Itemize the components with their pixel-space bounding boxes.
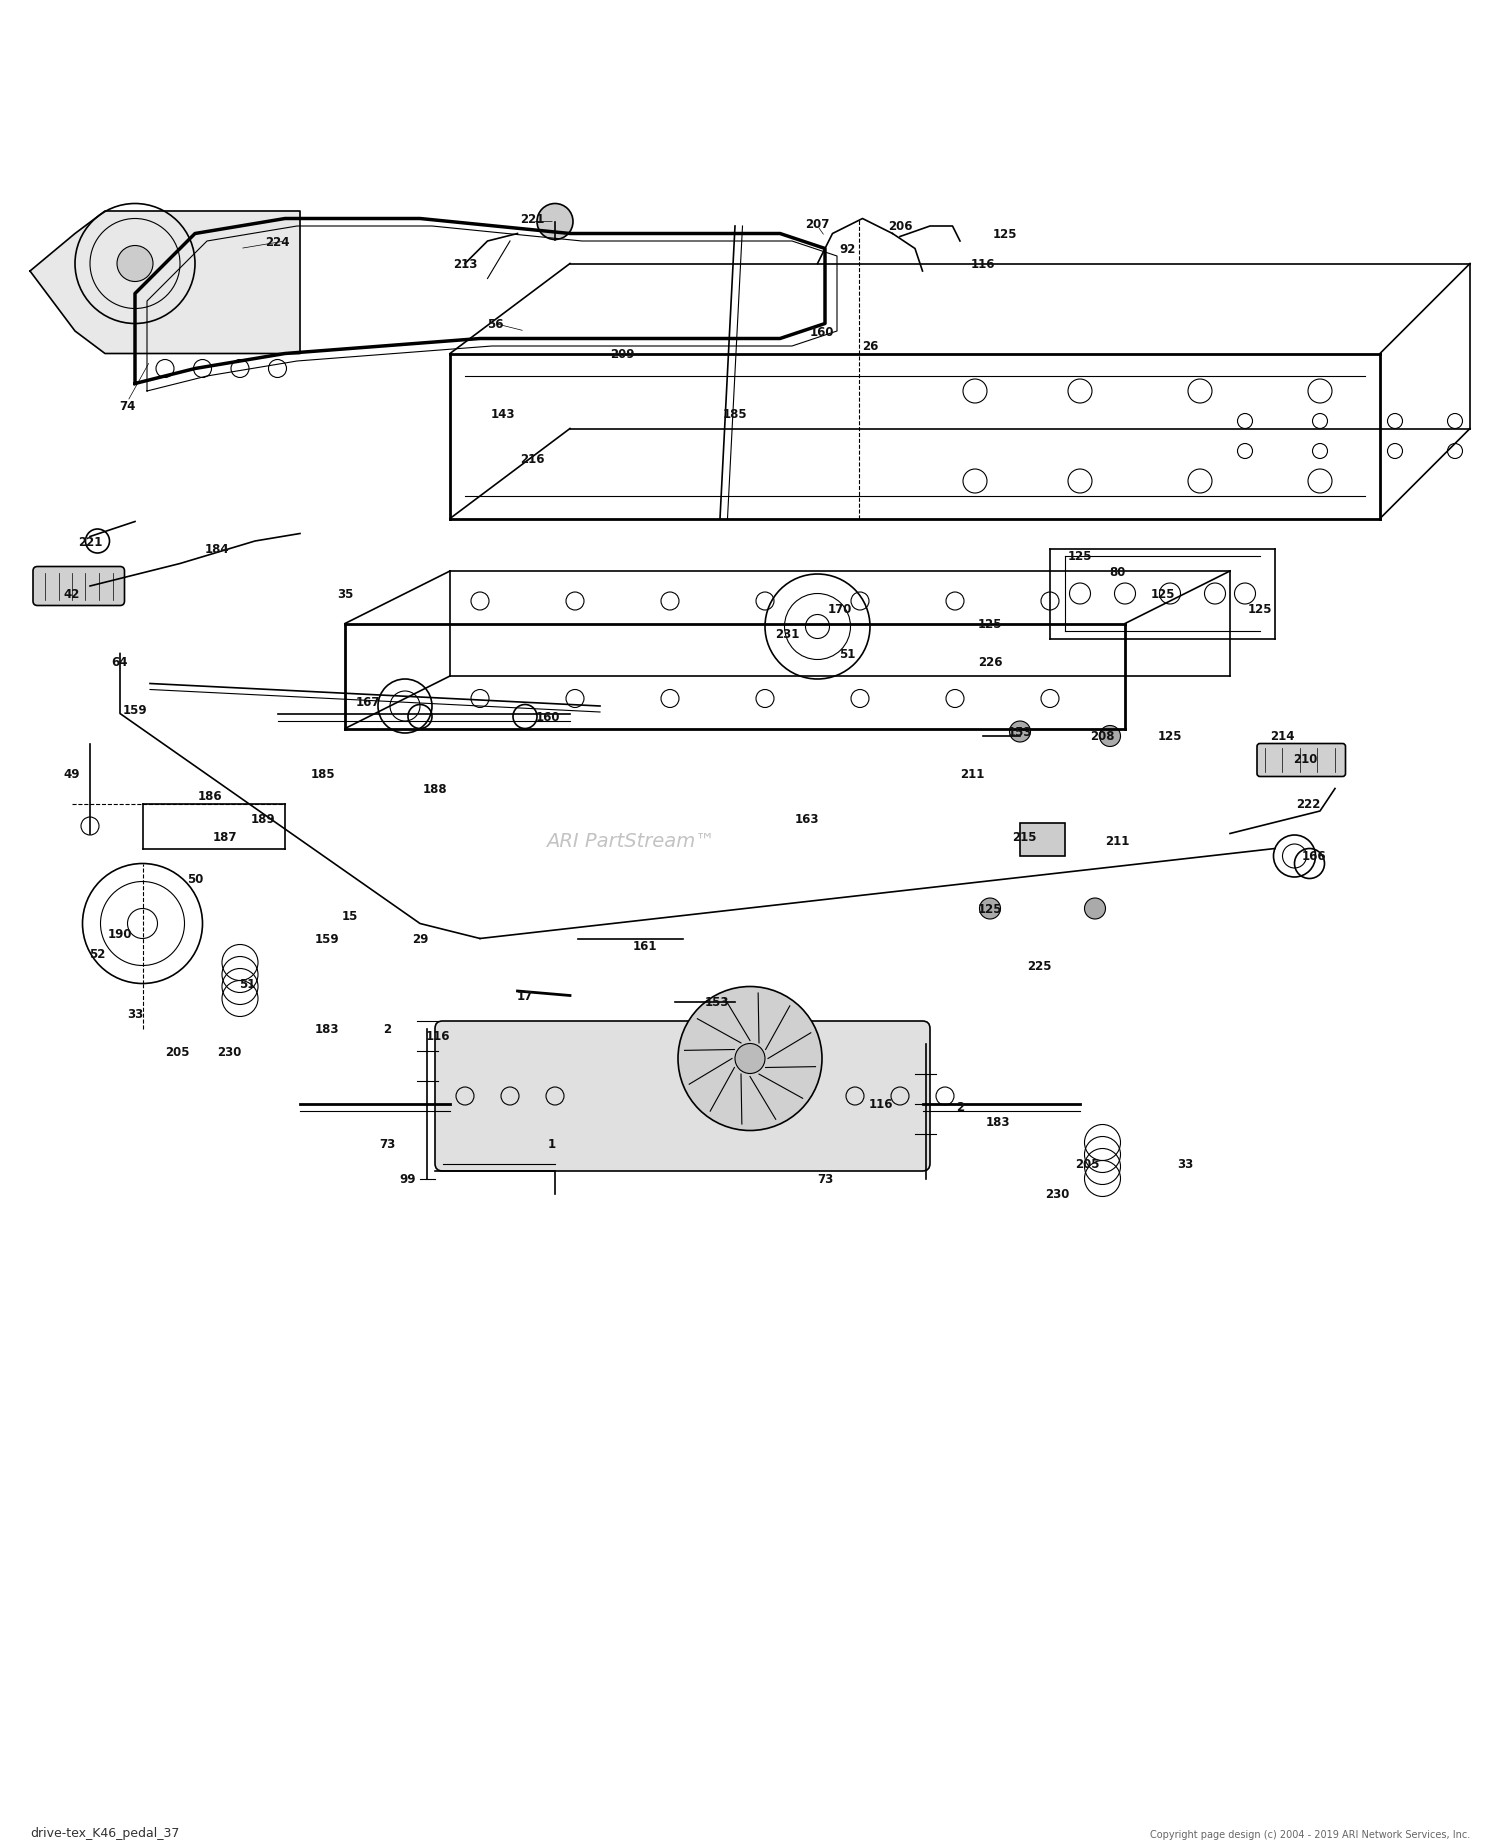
Text: 2: 2	[382, 1022, 392, 1035]
Text: 222: 222	[1296, 798, 1320, 811]
Circle shape	[678, 987, 822, 1131]
Text: 1: 1	[548, 1138, 556, 1151]
Text: 125: 125	[1068, 551, 1092, 564]
Circle shape	[117, 246, 153, 283]
Text: 51: 51	[240, 978, 255, 991]
Text: 225: 225	[1028, 959, 1051, 972]
Text: 206: 206	[888, 220, 912, 233]
Text: 116: 116	[426, 1029, 450, 1042]
Text: 216: 216	[520, 453, 544, 466]
Text: 211: 211	[960, 767, 984, 780]
Text: 56: 56	[486, 318, 502, 331]
Text: 170: 170	[828, 602, 852, 615]
Text: 190: 190	[108, 928, 132, 941]
Text: 208: 208	[1090, 730, 1114, 743]
Text: 189: 189	[251, 813, 274, 826]
Polygon shape	[30, 213, 300, 355]
FancyBboxPatch shape	[33, 567, 125, 606]
Text: 125: 125	[1248, 602, 1272, 615]
Text: 184: 184	[206, 543, 230, 556]
Text: 211: 211	[1106, 835, 1130, 848]
Text: 80: 80	[1110, 565, 1125, 578]
Text: 161: 161	[633, 941, 657, 954]
Text: 35: 35	[338, 588, 352, 601]
Text: ARI PartStream™: ARI PartStream™	[546, 832, 714, 852]
Text: 207: 207	[806, 218, 830, 231]
Circle shape	[1010, 721, 1031, 743]
Text: 143: 143	[490, 408, 514, 421]
Text: 2: 2	[956, 1100, 964, 1112]
FancyBboxPatch shape	[435, 1022, 930, 1172]
Text: 224: 224	[266, 235, 290, 248]
Text: 17: 17	[518, 989, 532, 1002]
Text: 92: 92	[840, 242, 855, 255]
Text: 153: 153	[705, 996, 729, 1009]
Text: 221: 221	[520, 213, 544, 225]
Text: 186: 186	[198, 791, 222, 804]
Text: 33: 33	[1178, 1157, 1192, 1170]
Text: 26: 26	[862, 340, 877, 353]
Text: 188: 188	[423, 782, 447, 796]
Text: drive-tex_K46_pedal_37: drive-tex_K46_pedal_37	[30, 1826, 180, 1839]
Circle shape	[980, 898, 1000, 920]
Text: Copyright page design (c) 2004 - 2019 ARI Network Services, Inc.: Copyright page design (c) 2004 - 2019 AR…	[1149, 1830, 1470, 1839]
Text: 183: 183	[986, 1116, 1010, 1129]
Text: 209: 209	[610, 347, 634, 360]
Text: 226: 226	[978, 656, 1002, 669]
Text: 73: 73	[380, 1138, 394, 1151]
Circle shape	[735, 1044, 765, 1074]
FancyBboxPatch shape	[1257, 745, 1346, 776]
Text: 183: 183	[315, 1022, 339, 1035]
Text: 159: 159	[315, 933, 339, 946]
Circle shape	[1100, 726, 1120, 747]
Bar	[1020, 824, 1065, 856]
Text: 42: 42	[64, 588, 80, 601]
Text: 160: 160	[536, 711, 560, 724]
Text: 153: 153	[1008, 726, 1032, 739]
Text: 125: 125	[978, 617, 1002, 630]
Circle shape	[1084, 898, 1106, 920]
Text: 51: 51	[840, 647, 855, 660]
Text: 74: 74	[120, 401, 135, 414]
Text: 185: 185	[723, 408, 747, 421]
Text: 167: 167	[356, 695, 380, 708]
Text: 230: 230	[217, 1044, 242, 1057]
Text: 116: 116	[970, 259, 994, 272]
Text: 205: 205	[165, 1044, 189, 1057]
Text: 116: 116	[868, 1098, 892, 1111]
Text: 159: 159	[123, 702, 147, 717]
Text: 185: 185	[310, 767, 334, 780]
Text: 221: 221	[78, 536, 102, 549]
Text: 15: 15	[342, 909, 357, 922]
Text: 52: 52	[90, 948, 105, 961]
Text: 33: 33	[128, 1007, 142, 1020]
Text: 163: 163	[795, 813, 819, 826]
Text: 213: 213	[453, 259, 477, 272]
Text: 205: 205	[1076, 1157, 1100, 1170]
Text: 29: 29	[413, 933, 428, 946]
Circle shape	[537, 205, 573, 240]
Text: 231: 231	[776, 628, 800, 641]
Text: 50: 50	[188, 872, 202, 885]
Text: 214: 214	[1270, 730, 1294, 743]
Text: 125: 125	[993, 227, 1017, 240]
Text: 230: 230	[1046, 1188, 1070, 1201]
Text: 125: 125	[978, 902, 1002, 915]
Text: 99: 99	[399, 1172, 417, 1185]
Text: 125: 125	[1150, 588, 1174, 601]
Text: 215: 215	[1013, 830, 1036, 843]
Text: 187: 187	[213, 830, 237, 843]
Text: 166: 166	[1302, 850, 1326, 863]
Text: 73: 73	[818, 1172, 833, 1185]
Text: 64: 64	[111, 656, 128, 669]
Text: 49: 49	[63, 767, 81, 780]
Text: 160: 160	[810, 325, 834, 338]
Text: 210: 210	[1293, 752, 1317, 765]
Text: 125: 125	[1158, 730, 1182, 743]
